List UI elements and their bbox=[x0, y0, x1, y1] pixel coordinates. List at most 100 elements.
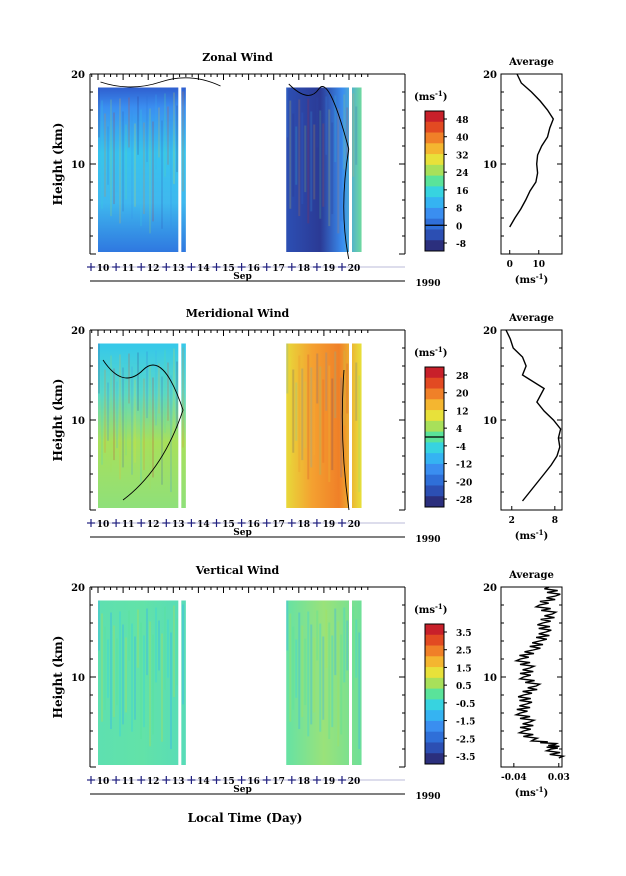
data-texture bbox=[310, 111, 313, 212]
data-texture bbox=[149, 621, 151, 747]
colorbar-frame bbox=[424, 623, 445, 765]
profile-unit-base: (ms bbox=[515, 275, 536, 286]
profile-x-tick-label: 10 bbox=[532, 260, 545, 270]
data-texture bbox=[304, 125, 307, 193]
data-gap bbox=[178, 83, 182, 252]
data-texture bbox=[170, 632, 172, 750]
x-day-label: 17 bbox=[272, 264, 285, 274]
data-texture bbox=[158, 363, 160, 414]
data-texture bbox=[161, 633, 163, 742]
x-day-label: 13 bbox=[172, 264, 185, 274]
data-texture bbox=[343, 350, 346, 426]
x-day-label: 12 bbox=[147, 264, 160, 274]
data-texture bbox=[295, 126, 298, 185]
profile-panel: Average 20 10 -0.04 0.03(ms-1) bbox=[483, 570, 570, 799]
colorbar-band bbox=[425, 474, 444, 486]
data-texture bbox=[116, 125, 118, 193]
data-texture bbox=[358, 119, 361, 237]
data-texture bbox=[137, 609, 139, 668]
colorbar-band bbox=[425, 634, 444, 646]
data-texture bbox=[289, 356, 292, 465]
x-day-label: 20 bbox=[348, 520, 361, 530]
x-month-label: Sep bbox=[233, 785, 252, 795]
colorbar-tick-label: -8 bbox=[456, 240, 466, 250]
data-texture bbox=[286, 600, 289, 651]
data-texture bbox=[125, 124, 127, 200]
x-day-label: 16 bbox=[247, 520, 260, 530]
data-texture bbox=[346, 107, 349, 158]
data-texture bbox=[128, 353, 130, 404]
data-texture bbox=[113, 112, 115, 205]
data-texture bbox=[137, 96, 139, 155]
profile-y-tick-label: 20 bbox=[483, 326, 497, 337]
x-day-label: 20 bbox=[348, 264, 361, 274]
data-texture bbox=[137, 352, 139, 411]
data-texture bbox=[301, 625, 304, 718]
data-texture bbox=[173, 605, 175, 698]
colorbar-unit: (ms-1) bbox=[414, 602, 447, 616]
data-texture bbox=[173, 348, 175, 441]
data-texture bbox=[295, 382, 298, 441]
x-month-label: Sep bbox=[233, 272, 252, 282]
data-texture bbox=[98, 343, 100, 394]
data-texture bbox=[125, 637, 127, 713]
x-year-label: 1990 bbox=[415, 792, 440, 802]
colorbar-band bbox=[425, 111, 444, 123]
colorbar-band bbox=[425, 463, 444, 476]
colorbar-band bbox=[425, 731, 444, 743]
data-texture bbox=[298, 99, 301, 217]
colorbar-band bbox=[425, 121, 444, 133]
data-texture bbox=[110, 612, 112, 730]
x-day-label: 18 bbox=[298, 777, 311, 787]
data-texture bbox=[119, 611, 121, 737]
x-day-label: 17 bbox=[272, 777, 285, 787]
colorbar-band bbox=[425, 699, 444, 711]
colorbar-band bbox=[425, 240, 444, 252]
data-texture bbox=[325, 352, 328, 411]
data-texture bbox=[322, 636, 325, 720]
data-texture bbox=[182, 91, 184, 192]
profile-y-tick-label: 10 bbox=[483, 673, 497, 684]
colorbar-tick-label: 20 bbox=[456, 390, 469, 400]
profile-unit-base: (ms bbox=[515, 531, 536, 542]
colorbar-tick-label: -20 bbox=[456, 478, 472, 488]
colorbar-band bbox=[425, 742, 444, 754]
x-day-label: 10 bbox=[97, 264, 110, 274]
colorbar-unit-sup: -1 bbox=[435, 602, 443, 611]
data-texture bbox=[337, 621, 340, 747]
data-texture bbox=[101, 356, 103, 465]
data-texture bbox=[140, 365, 142, 483]
colorbar-unit-base: (ms bbox=[414, 348, 435, 359]
colorbar-band bbox=[425, 143, 444, 155]
data-region bbox=[98, 87, 186, 252]
colorbar-band bbox=[425, 688, 444, 700]
y-tick-label: 20 bbox=[71, 70, 85, 81]
data-texture bbox=[322, 123, 325, 207]
data-texture bbox=[146, 95, 148, 163]
data-gap bbox=[178, 596, 182, 765]
colorbar-band bbox=[425, 164, 444, 177]
data-texture bbox=[104, 626, 106, 710]
data-texture bbox=[170, 119, 172, 237]
data-texture bbox=[328, 109, 331, 227]
data-texture bbox=[358, 375, 361, 493]
data-texture bbox=[170, 375, 172, 493]
data-texture bbox=[143, 378, 145, 471]
data-texture bbox=[98, 87, 100, 138]
colorbar-unit-sup: -1 bbox=[435, 345, 443, 354]
data-texture bbox=[143, 122, 145, 215]
colorbar-unit-sup: -1 bbox=[435, 89, 443, 98]
data-texture bbox=[313, 637, 316, 713]
profile-title: Average bbox=[508, 570, 554, 581]
data-texture bbox=[122, 624, 124, 725]
data-texture bbox=[158, 620, 160, 671]
colorbar-band bbox=[425, 132, 444, 144]
y-tick-label: 20 bbox=[71, 326, 85, 337]
data-texture bbox=[113, 368, 115, 461]
colorbar-tick-label: 12 bbox=[456, 407, 469, 417]
data-texture bbox=[131, 366, 133, 475]
data-texture bbox=[304, 381, 307, 449]
colorbar-tick-label: -2.5 bbox=[456, 735, 475, 745]
colorbar-unit: (ms-1) bbox=[414, 345, 447, 359]
colorbar-band bbox=[425, 377, 444, 389]
